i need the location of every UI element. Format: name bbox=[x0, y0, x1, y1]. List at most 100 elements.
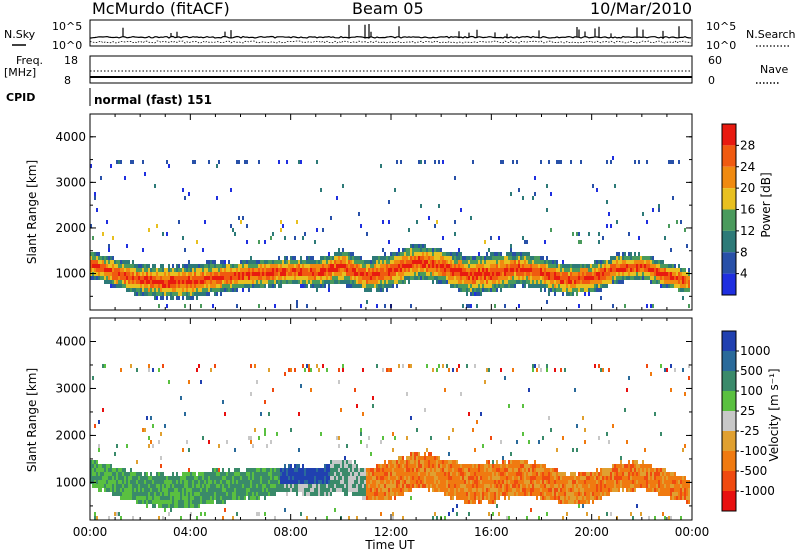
data-cell bbox=[258, 160, 260, 164]
data-cell bbox=[334, 476, 336, 480]
data-cell bbox=[494, 484, 496, 488]
data-cell bbox=[254, 264, 256, 268]
data-cell bbox=[472, 476, 474, 480]
data-cell bbox=[522, 468, 524, 472]
data-cell bbox=[182, 504, 184, 508]
data-cell bbox=[192, 284, 194, 288]
data-cell bbox=[292, 280, 294, 284]
data-cell bbox=[460, 496, 462, 500]
data-cell bbox=[500, 268, 502, 272]
data-cell bbox=[224, 284, 226, 288]
data-cell bbox=[490, 472, 492, 476]
data-cell bbox=[376, 256, 378, 260]
data-cell bbox=[524, 488, 526, 492]
data-cell bbox=[406, 252, 408, 256]
data-cell bbox=[464, 464, 466, 468]
data-cell bbox=[182, 288, 184, 292]
data-cell bbox=[564, 484, 566, 488]
data-cell bbox=[124, 484, 126, 488]
data-cell bbox=[546, 272, 548, 276]
data-cell bbox=[576, 272, 578, 276]
data-cell bbox=[274, 480, 276, 484]
data-cell bbox=[472, 160, 474, 164]
data-cell bbox=[466, 280, 468, 284]
data-cell bbox=[368, 284, 370, 288]
data-cell bbox=[350, 468, 352, 472]
data-cell bbox=[444, 468, 446, 472]
data-cell bbox=[322, 276, 324, 280]
data-cell bbox=[98, 472, 100, 476]
data-cell bbox=[370, 468, 372, 472]
data-cell bbox=[576, 280, 578, 284]
data-cell bbox=[596, 188, 598, 192]
data-cell bbox=[616, 264, 618, 268]
data-cell bbox=[508, 264, 510, 268]
data-cell bbox=[144, 484, 146, 488]
data-cell bbox=[348, 484, 350, 488]
data-cell bbox=[184, 272, 186, 276]
data-cell bbox=[172, 264, 174, 268]
data-cell bbox=[284, 260, 286, 264]
data-cell bbox=[92, 236, 94, 240]
data-cell bbox=[484, 272, 486, 276]
data-cell bbox=[220, 284, 222, 288]
data-cell bbox=[654, 272, 656, 276]
data-cell bbox=[682, 268, 684, 272]
data-cell bbox=[514, 256, 516, 260]
data-cell bbox=[320, 484, 322, 488]
data-cell bbox=[230, 268, 232, 272]
data-cell bbox=[404, 460, 406, 464]
data-cell bbox=[454, 284, 456, 288]
data-cell bbox=[250, 440, 252, 444]
data-cell bbox=[516, 252, 518, 256]
data-cell bbox=[344, 268, 346, 272]
data-cell bbox=[164, 492, 166, 496]
data-cell bbox=[420, 252, 422, 256]
data-cell bbox=[224, 496, 226, 500]
data-cell bbox=[332, 476, 334, 480]
data-cell bbox=[416, 464, 418, 468]
data-cell bbox=[486, 480, 488, 484]
data-cell bbox=[502, 472, 504, 476]
data-cell bbox=[556, 260, 558, 264]
data-cell bbox=[484, 280, 486, 284]
data-cell bbox=[232, 472, 234, 476]
data-cell bbox=[688, 288, 690, 292]
data-cell bbox=[134, 484, 136, 488]
data-cell bbox=[384, 284, 386, 288]
data-cell bbox=[232, 268, 234, 272]
data-cell bbox=[354, 460, 356, 464]
data-cell bbox=[422, 456, 424, 460]
data-cell bbox=[242, 492, 244, 496]
data-cell bbox=[406, 464, 408, 468]
data-cell bbox=[218, 264, 220, 268]
data-cell bbox=[508, 280, 510, 284]
data-cell bbox=[452, 468, 454, 472]
data-cell bbox=[398, 464, 400, 468]
data-cell bbox=[240, 476, 242, 480]
data-cell bbox=[178, 488, 180, 492]
data-cell bbox=[236, 492, 238, 496]
data-cell bbox=[428, 276, 430, 280]
data-cell bbox=[126, 288, 128, 292]
data-cell bbox=[678, 160, 680, 164]
data-cell bbox=[332, 280, 334, 284]
data-cell bbox=[292, 268, 294, 272]
data-cell bbox=[290, 484, 292, 488]
data-cell bbox=[318, 284, 320, 288]
data-cell bbox=[424, 160, 426, 164]
data-cell bbox=[230, 284, 232, 288]
data-cell bbox=[572, 276, 574, 280]
data-cell bbox=[580, 484, 582, 488]
data-cell bbox=[578, 280, 580, 284]
data-cell bbox=[410, 268, 412, 272]
data-cell bbox=[460, 260, 462, 264]
data-cell bbox=[92, 376, 94, 380]
data-cell bbox=[462, 256, 464, 260]
data-cell bbox=[604, 260, 606, 264]
data-cell bbox=[240, 276, 242, 280]
data-cell bbox=[254, 280, 256, 284]
data-cell bbox=[548, 468, 550, 472]
data-cell bbox=[560, 160, 562, 164]
velocity-cells bbox=[90, 364, 690, 520]
